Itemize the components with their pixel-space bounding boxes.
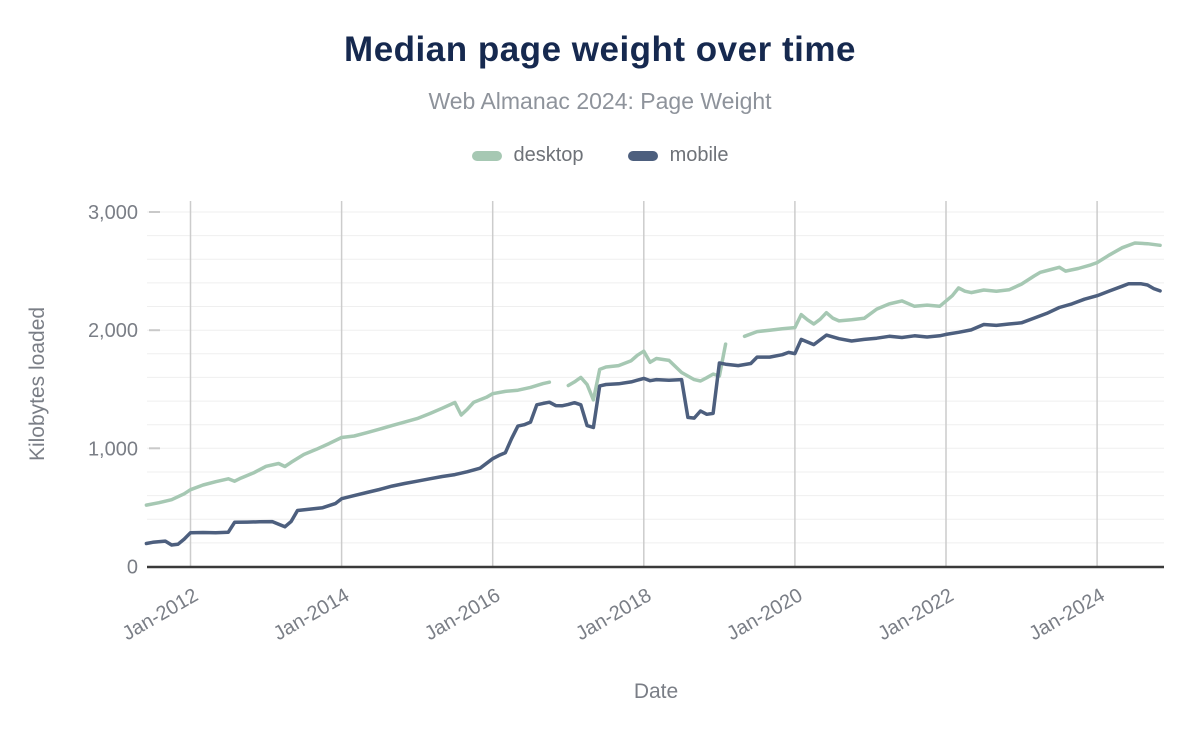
x-tick: Jan-2012 (119, 584, 202, 645)
x-tick-label: Jan-2012 (119, 584, 202, 645)
legend-item-desktop[interactable]: desktop (471, 144, 584, 167)
y-tick-label: 0 (127, 557, 138, 579)
x-tick-label: Jan-2014 (270, 584, 353, 645)
chart-subtitle: Web Almanac 2024: Page Weight (428, 88, 772, 114)
x-tick: Jan-2016 (421, 584, 504, 645)
y-tick-label: 2,000 (88, 320, 138, 342)
legend: desktop mobile (0, 144, 1200, 167)
x-tick-label: Jan-2024 (1025, 584, 1108, 645)
x-tick-label: Jan-2016 (421, 584, 504, 645)
chart-title: Median page weight over time (344, 30, 856, 69)
x-tick-label: Jan-2018 (572, 584, 655, 645)
y-tick-label: 1,000 (88, 438, 138, 460)
y-tick-label: 3,000 (88, 202, 138, 224)
x-tick: Jan-2022 (874, 584, 957, 645)
x-tick: Jan-2020 (723, 584, 806, 645)
legend-swatch-desktop (471, 150, 502, 161)
y-axis-title: Kilobytes loaded (26, 307, 49, 461)
x-tick: Jan-2018 (572, 584, 655, 645)
series-line-desktop (144, 241, 1162, 507)
x-tick-label: Jan-2022 (874, 584, 957, 645)
legend-label-mobile: mobile (669, 144, 729, 166)
x-tick: Jan-2014 (270, 584, 353, 645)
x-tick-label: Jan-2020 (723, 584, 806, 645)
series-line-mobile (144, 282, 1162, 547)
legend-label-desktop: desktop (513, 144, 584, 166)
x-tick: Jan-2024 (1025, 584, 1108, 645)
x-axis-title: Date (634, 680, 678, 703)
legend-swatch-mobile (627, 150, 658, 161)
legend-item-mobile[interactable]: mobile (627, 144, 729, 167)
